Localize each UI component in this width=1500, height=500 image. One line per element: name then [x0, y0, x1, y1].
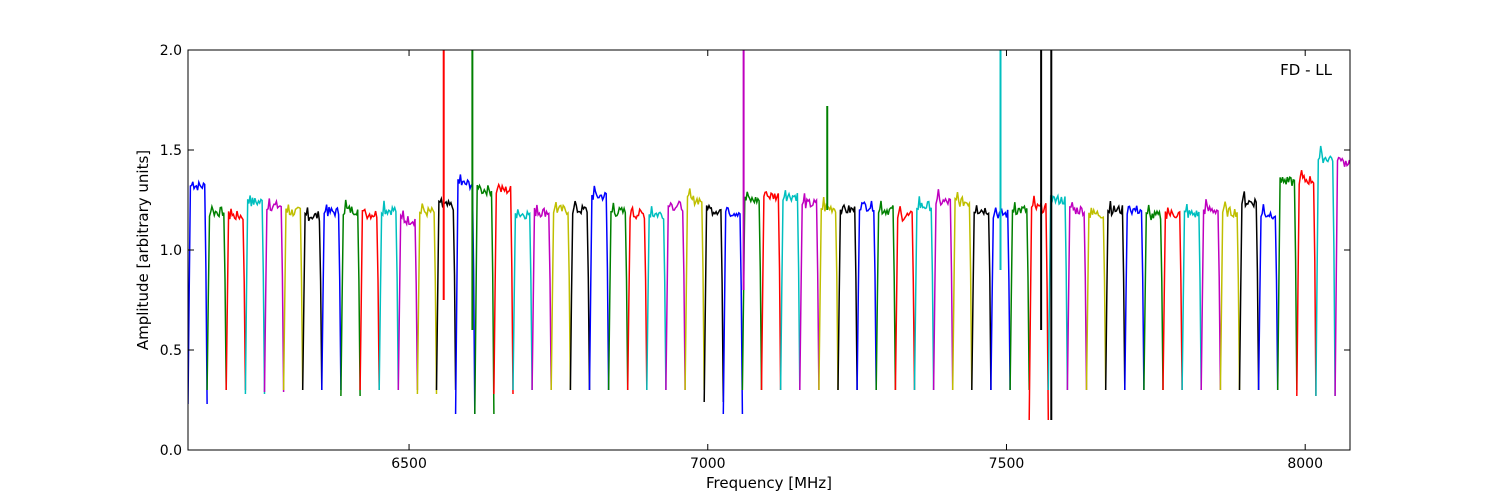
channel-trace — [1162, 207, 1183, 391]
channel-trace — [837, 203, 858, 391]
channel-trace — [550, 201, 572, 391]
channel-trace — [875, 200, 897, 391]
y-tick-label: 0.0 — [160, 443, 182, 459]
channel-trace — [1238, 191, 1260, 391]
channel-trace — [282, 204, 304, 391]
channel-trace — [799, 193, 820, 391]
channel-trace — [301, 207, 323, 391]
channel-trace — [607, 202, 629, 391]
channel-trace — [1276, 176, 1298, 391]
channel-trace — [856, 200, 877, 391]
x-tick-label: 7500 — [989, 456, 1025, 472]
channel-trace — [1143, 204, 1164, 391]
channel-trace — [321, 204, 342, 391]
x-tick-label: 7000 — [690, 456, 726, 472]
channel-trace — [760, 190, 782, 391]
y-axis-label: Amplitude [arbitrary units] — [134, 150, 152, 350]
channel-trace — [493, 182, 514, 395]
channel-trace — [646, 206, 667, 391]
channel-trace — [951, 191, 973, 391]
channel-trace — [340, 199, 361, 397]
channel-trace — [435, 195, 457, 391]
y-tick-label: 1.0 — [160, 243, 182, 259]
channel-trace — [588, 185, 610, 391]
channel-trace — [932, 189, 954, 391]
channel-trace — [531, 204, 552, 391]
channel-trace — [1085, 207, 1107, 391]
y-tick-label: 0.5 — [160, 343, 182, 359]
channel-trace — [741, 191, 763, 391]
channel-trace — [263, 198, 285, 393]
x-axis-label: Frequency [MHz] — [706, 474, 832, 492]
channel-trace — [1104, 201, 1126, 391]
channel-trace — [1334, 156, 1350, 397]
channel-trace — [1028, 195, 1050, 421]
y-tick-label: 2.0 — [160, 43, 182, 59]
channel-trace — [359, 208, 380, 391]
tick-layer: 6500 7000 7500 8000 0.0 0.5 1.0 1.5 2.0 — [160, 43, 1350, 472]
channel-trace — [665, 200, 686, 391]
channel-trace — [779, 190, 801, 391]
x-tick-label: 8000 — [1287, 456, 1323, 472]
channel-trace — [703, 203, 725, 403]
channel-trace — [378, 200, 400, 391]
channel-trace — [244, 195, 266, 395]
channel-trace — [722, 206, 744, 415]
channel-trace — [1200, 199, 1222, 391]
channel-trace — [894, 206, 916, 391]
channel-trace — [913, 196, 935, 391]
channel-trace — [1296, 170, 1317, 397]
channel-trace — [512, 208, 533, 391]
chart-annotation: FD - LL — [1280, 61, 1332, 79]
channel-trace — [818, 197, 839, 391]
series-layer — [188, 50, 1350, 421]
channel-trace — [397, 210, 419, 391]
channel-trace — [1257, 204, 1279, 391]
channel-trace — [474, 183, 495, 415]
channel-trace — [1181, 203, 1202, 391]
channel-trace — [1009, 202, 1030, 391]
channel-trace — [206, 203, 227, 391]
channel-trace — [971, 205, 992, 391]
channel-trace — [569, 200, 591, 391]
x-tick-label: 6500 — [391, 456, 427, 472]
channel-trace — [1219, 201, 1241, 391]
channel-trace — [416, 203, 438, 395]
channel-trace — [684, 188, 705, 391]
channel-trace — [188, 179, 208, 405]
channel-trace — [1066, 202, 1088, 391]
channel-trace — [1124, 205, 1145, 391]
channel-trace — [225, 208, 247, 391]
channel-trace — [626, 205, 648, 391]
y-tick-label: 1.5 — [160, 143, 182, 159]
channel-trace — [1315, 145, 1336, 397]
